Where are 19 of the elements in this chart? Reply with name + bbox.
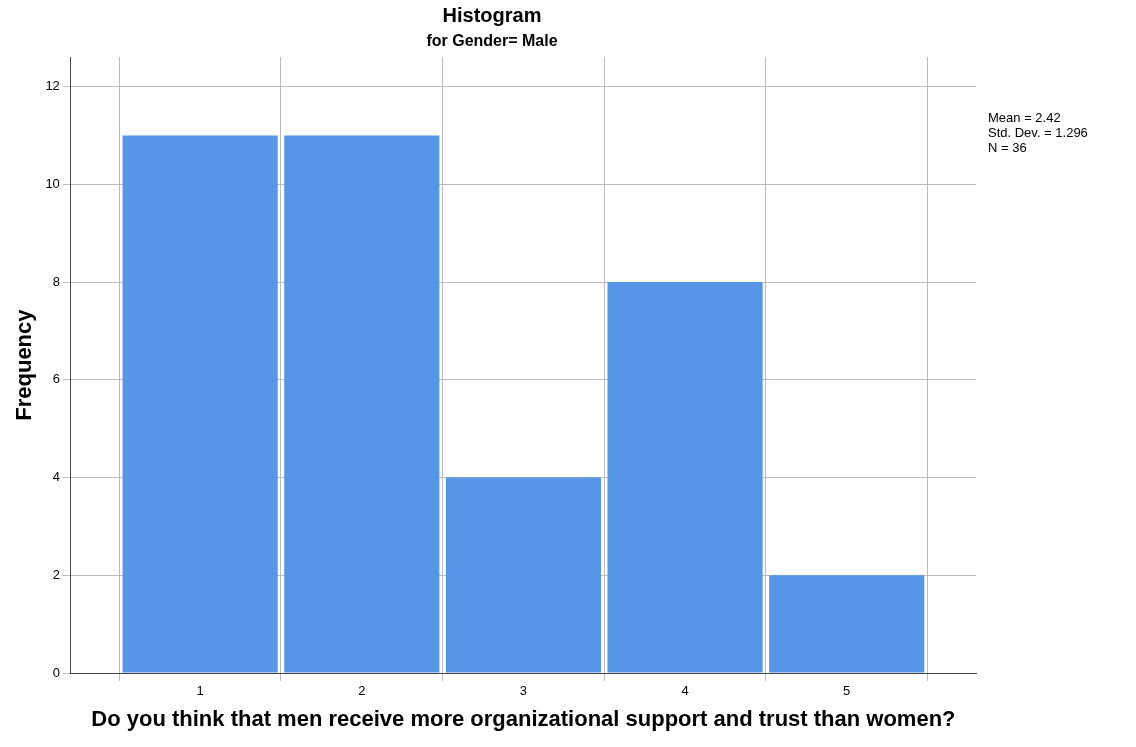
x-tick-label: 4	[681, 683, 689, 699]
y-tick-label: 12	[45, 78, 60, 94]
x-tick-label: 2	[358, 683, 366, 699]
x-axis-title: Do you think that men receive more organizational support and trust than women?	[91, 705, 956, 731]
y-axis-title: Frequency	[11, 308, 37, 421]
y-tick-label: 0	[52, 664, 60, 680]
chart-title: Histogram	[442, 3, 542, 26]
text: Std. Dev. = 1.296	[988, 125, 1088, 140]
x-tick-label: 3	[519, 683, 528, 699]
y-tick-label: 2	[52, 566, 60, 582]
y-tick-label: 6	[52, 371, 60, 387]
text: Mean = 2.42	[988, 110, 1062, 125]
y-tick-label: 4	[52, 469, 60, 485]
y-tick-label: 8	[52, 273, 60, 289]
x-tick-label: 1	[196, 683, 204, 699]
y-tick-label: 10	[45, 175, 60, 191]
chart-subtitle: for Gender= Male	[426, 32, 558, 50]
x-tick-label: 5	[843, 683, 851, 699]
text: N = 36	[988, 140, 1028, 155]
